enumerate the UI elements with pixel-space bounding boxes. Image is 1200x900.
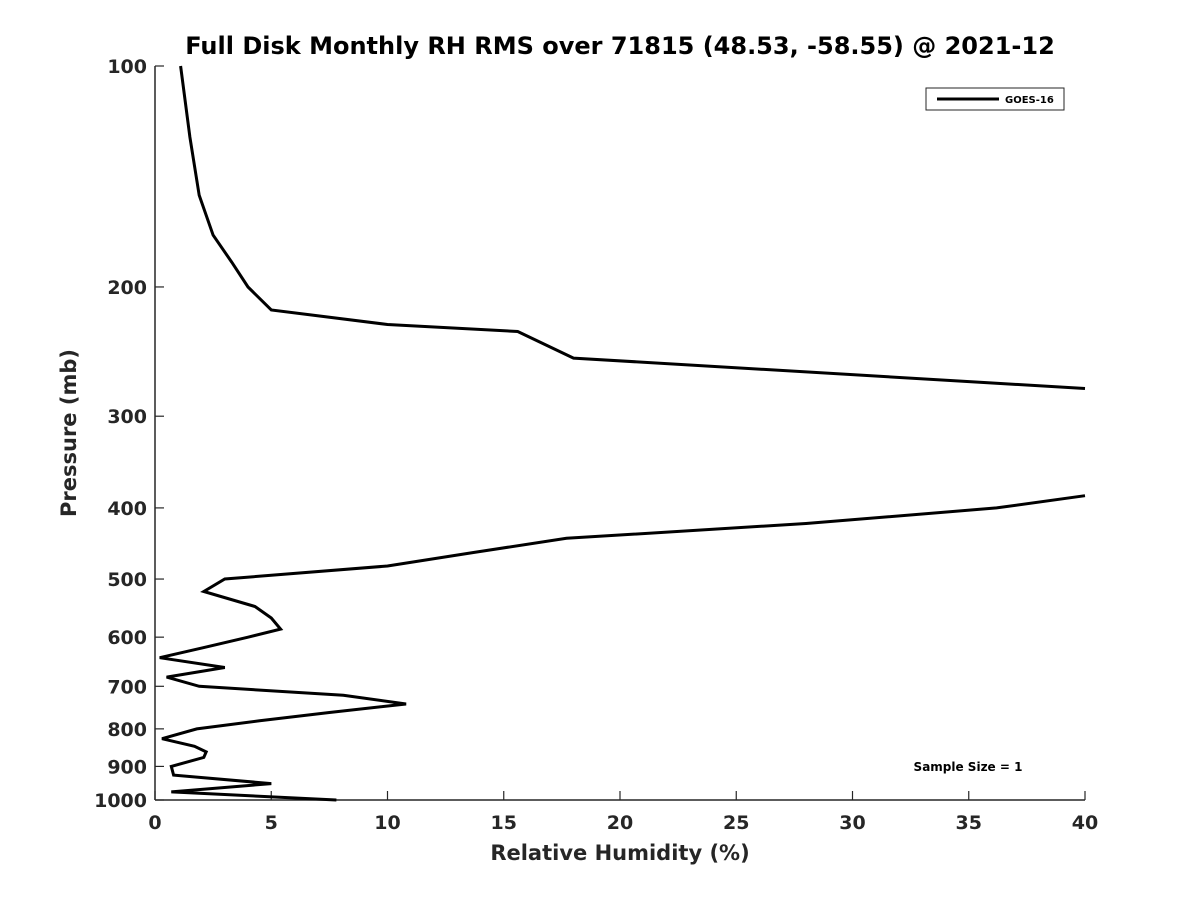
y-tick-label: 1000 [94, 790, 147, 812]
y-tick-label: 100 [107, 56, 147, 78]
y-tick-label: 200 [107, 277, 147, 299]
x-ticks: 0 5 10 15 20 25 30 35 40 [148, 791, 1098, 834]
y-tick-label: 300 [107, 406, 147, 428]
x-tick-label: 30 [839, 812, 865, 834]
legend-label-goes-16: GOES-16 [1005, 95, 1054, 106]
y-tick-label: 600 [107, 627, 147, 649]
y-ticks: 100 200 300 400 500 600 700 800 900 1000 [94, 56, 164, 812]
y-axis-label: Pressure (mb) [57, 349, 81, 517]
x-tick-label: 35 [956, 812, 982, 834]
x-tick-label: 15 [491, 812, 517, 834]
chart-title: Full Disk Monthly RH RMS over 71815 (48.… [185, 32, 1055, 60]
series-line-goes-16-segment-2 [159, 494, 1086, 802]
series-layer [159, 65, 1086, 802]
series-line-goes-16-segment-1 [179, 65, 1086, 390]
y-tick-label: 500 [107, 569, 147, 591]
y-tick-label: 700 [107, 676, 147, 698]
x-tick-label: 25 [723, 812, 749, 834]
legend: GOES-16 [925, 87, 1065, 111]
sample-size-annotation: Sample Size = 1 [914, 760, 1023, 774]
y-tick-label: 400 [107, 498, 147, 520]
x-tick-label: 20 [607, 812, 633, 834]
x-tick-label: 40 [1072, 812, 1098, 834]
y-tick-label: 900 [107, 756, 147, 778]
x-tick-label: 5 [265, 812, 278, 834]
x-axis-label: Relative Humidity (%) [490, 841, 749, 865]
x-tick-label: 10 [374, 812, 400, 834]
y-tick-label: 800 [107, 719, 147, 741]
x-tick-label: 0 [148, 812, 161, 834]
